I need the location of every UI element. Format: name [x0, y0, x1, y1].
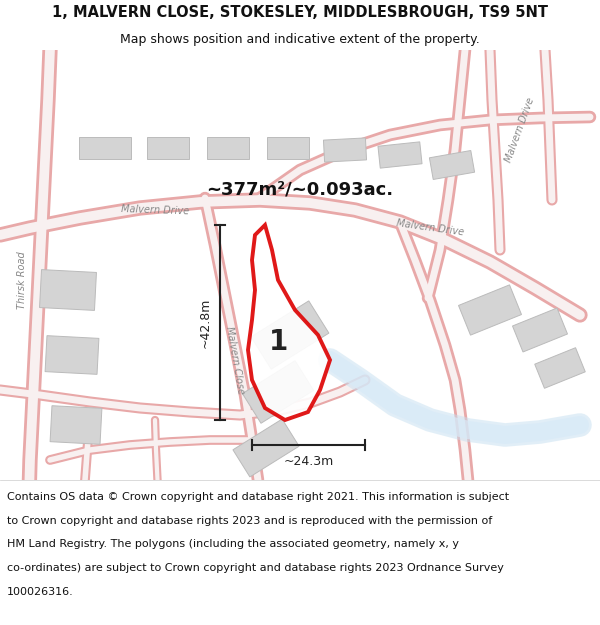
Text: Malvern Drive: Malvern Drive — [395, 218, 464, 238]
Bar — [251, 301, 329, 369]
Text: co-ordinates) are subject to Crown copyright and database rights 2023 Ordnance S: co-ordinates) are subject to Crown copyr… — [7, 563, 504, 573]
Bar — [79, 137, 131, 159]
Text: HM Land Registry. The polygons (including the associated geometry, namely x, y: HM Land Registry. The polygons (includin… — [7, 539, 459, 549]
Bar — [147, 137, 189, 159]
Text: Thirsk Road: Thirsk Road — [17, 251, 27, 309]
Text: 1: 1 — [269, 328, 288, 356]
Bar — [84, 481, 136, 509]
Text: ~377m²/~0.093ac.: ~377m²/~0.093ac. — [206, 180, 394, 198]
Bar — [378, 142, 422, 168]
Text: 100026316.: 100026316. — [7, 588, 74, 598]
Text: ~24.3m: ~24.3m — [283, 455, 334, 468]
Bar — [156, 482, 204, 508]
Text: Malvern Drive: Malvern Drive — [503, 96, 536, 164]
Bar — [323, 138, 367, 162]
Polygon shape — [248, 225, 330, 420]
Bar — [430, 151, 475, 179]
Text: 1, MALVERN CLOSE, STOKESLEY, MIDDLESBROUGH, TS9 5NT: 1, MALVERN CLOSE, STOKESLEY, MIDDLESBROU… — [52, 5, 548, 20]
Bar — [535, 348, 585, 388]
Bar — [242, 361, 314, 423]
Text: Malvern Drive: Malvern Drive — [121, 204, 189, 216]
Bar — [40, 269, 97, 311]
Text: ~42.8m: ~42.8m — [199, 298, 212, 348]
Bar — [207, 137, 249, 159]
Text: Malvern Close: Malvern Close — [224, 325, 246, 395]
Bar — [233, 419, 299, 477]
Text: to Crown copyright and database rights 2023 and is reproduced with the permissio: to Crown copyright and database rights 2… — [7, 516, 493, 526]
Bar — [267, 137, 309, 159]
Text: Contains OS data © Crown copyright and database right 2021. This information is : Contains OS data © Crown copyright and d… — [7, 492, 509, 502]
Bar — [45, 336, 99, 374]
Bar — [50, 406, 102, 444]
Bar — [512, 308, 568, 352]
Bar — [458, 285, 521, 335]
Text: Map shows position and indicative extent of the property.: Map shows position and indicative extent… — [120, 32, 480, 46]
